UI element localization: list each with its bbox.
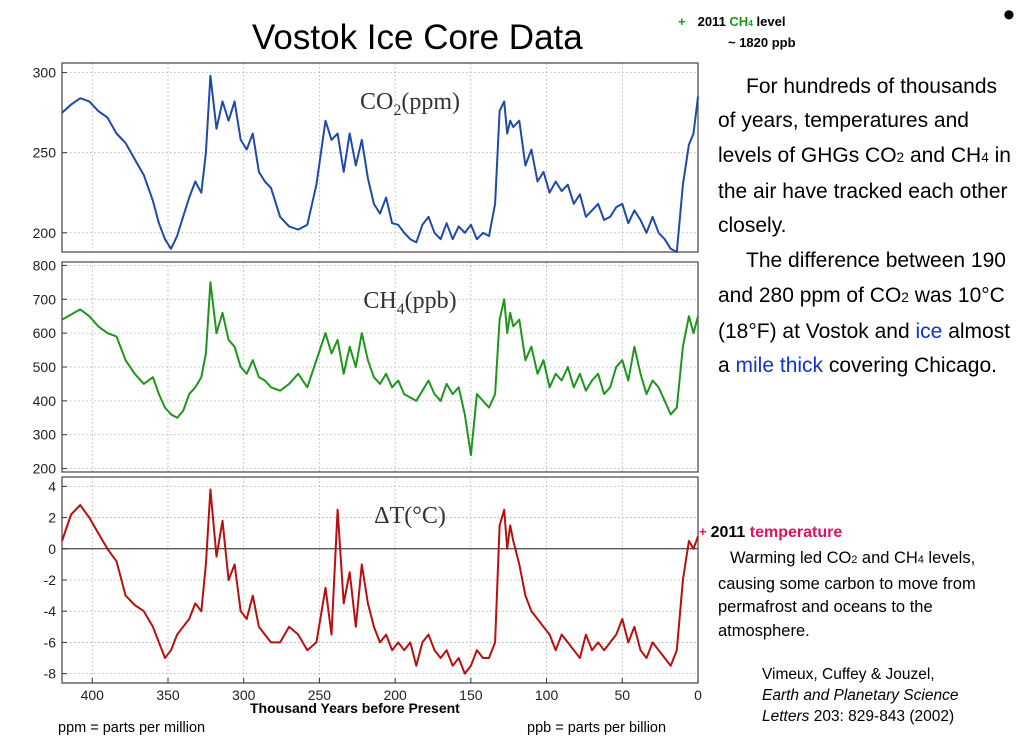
ch4-note-plus: +	[678, 14, 686, 29]
temp-y-tick-label: -6	[44, 634, 57, 650]
co2-series-line	[61, 74, 699, 253]
temp-2011-note: +2011 temperature	[699, 524, 842, 542]
temp-y-tick-label: 4	[48, 478, 56, 494]
x-tick-label: 50	[614, 687, 630, 703]
ch4-note-year: 2011	[697, 14, 726, 29]
temp-y-tick-label: -2	[44, 572, 57, 588]
ch4-y-tick-label: 700	[33, 291, 57, 307]
citation-volume: 203: 829-843 (2002)	[809, 708, 955, 725]
temp-y-tick-label: 0	[48, 541, 56, 557]
ch4-y-tick-label: 600	[33, 325, 57, 341]
x-axis-label: Thousand Years before Present	[250, 700, 460, 716]
temp-y-tick-label: 2	[48, 510, 56, 526]
co2-y-tick-label: 200	[33, 225, 57, 241]
temp-note-year: 2011	[710, 524, 746, 541]
temp-note-plus: +	[699, 524, 707, 539]
x-tick-label: 150	[459, 687, 483, 703]
paragraph-2: The difference between 190 and 280 ppm o…	[718, 249, 1011, 378]
paragraph-3: Warming led CO2 and CH4 levels, causing …	[718, 549, 976, 640]
ch4-panel-frame	[61, 261, 699, 473]
ch4-series-line	[61, 281, 699, 457]
co2-y-tick-label: 250	[33, 145, 57, 161]
ch4-note-value: ~ 1820 ppb	[728, 35, 796, 50]
x-tick-label: 100	[535, 687, 559, 703]
x-tick-label: 300	[232, 687, 256, 703]
ch4-y-tick-label: 800	[33, 257, 57, 273]
ch4-note-gas: CH4	[729, 14, 753, 29]
temp-note-label: temperature	[749, 524, 843, 541]
ch4-y-tick-label: 300	[33, 427, 57, 443]
ch4-y-tick-label: 400	[33, 393, 57, 409]
x-tick-label: 200	[383, 687, 407, 703]
temp-panel-frame	[61, 476, 699, 684]
temp-y-tick-label: -4	[44, 603, 57, 619]
x-tick-label: 250	[308, 687, 332, 703]
temp-panel-title: ΔT(°C)	[374, 503, 446, 529]
vostok-chart: 300250200CO2(ppm)800700600500400300200CH…	[33, 62, 702, 703]
co2-panel-title: CO2(ppm)	[360, 89, 460, 119]
citation-authors: Vimeux, Cuffey & Jouzel,	[762, 666, 935, 683]
co2-panel-frame	[61, 62, 699, 253]
co2-y-tick-label: 300	[33, 65, 57, 81]
x-tick-label: 350	[156, 687, 180, 703]
ch4-y-tick-label: 200	[33, 461, 57, 477]
ch4-2011-note: +2011 CH4 level ~ 1820 ppb	[678, 12, 796, 52]
ch4-panel-title: CH4(ppb)	[363, 288, 456, 318]
page-title: Vostok Ice Core Data	[252, 18, 583, 57]
footnote-ppm: ppm = parts per million	[58, 720, 206, 736]
citation: Vimeux, Cuffey & Jouzel, Earth and Plane…	[762, 664, 958, 727]
paragraph-1: For hundreds of thousands of years, temp…	[718, 75, 1011, 238]
explanation-text: For hundreds of thousands of years, temp…	[718, 70, 1018, 384]
ch4-note-suffix: level	[756, 14, 786, 29]
temp-series-line	[61, 488, 699, 675]
temp-y-tick-label: -8	[44, 666, 57, 682]
x-tick-label: 400	[81, 687, 105, 703]
citation-journal: Earth and Planetary Science	[762, 687, 959, 704]
citation-journal-2: Letters	[762, 708, 810, 725]
footnote-ppb: ppb = parts per billion	[527, 720, 667, 736]
bullet-dot: •	[1003, 0, 1015, 34]
x-tick-label: 0	[694, 687, 702, 703]
ch4-y-tick-label: 500	[33, 359, 57, 375]
